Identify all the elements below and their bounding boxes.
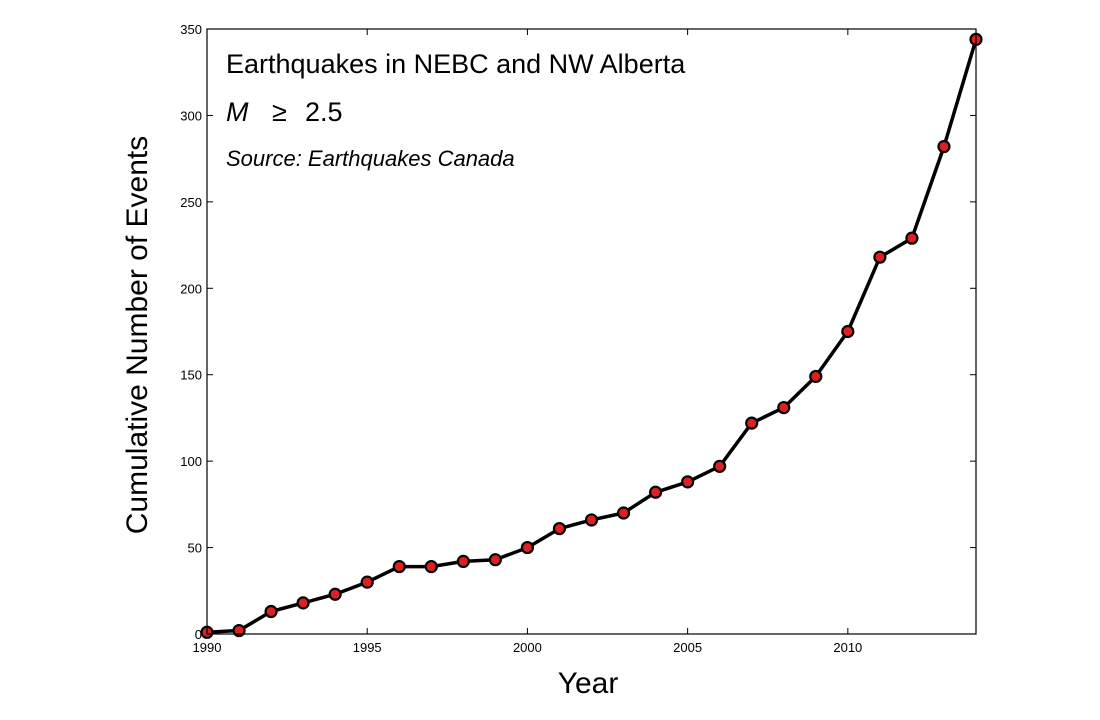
annotation-magnitude-symbol: M [226,97,249,127]
data-point-1999 [488,553,502,567]
x-tick-label: 1995 [353,640,382,655]
data-point-1991 [232,623,246,638]
data-point-1997 [424,559,438,574]
data-point-2009 [809,369,823,384]
data-point-2002 [584,513,599,527]
y-tick-label: 150 [180,368,202,383]
data-point-2008 [777,400,791,415]
data-point-1994 [328,587,342,601]
data-point-2001 [552,521,567,536]
y-tick-label: 50 [188,541,202,556]
annotation-source: Source: Earthquakes Canada [226,146,515,171]
data-point-2000 [520,540,535,555]
x-tick-label: 2000 [513,640,542,655]
y-tick-label: 300 [180,108,202,123]
annotation-box: Earthquakes in NEBC and NW Alberta M ≥ 2… [226,49,686,171]
data-point-2012 [905,231,919,245]
annotation-magnitude-value: 2.5 [305,97,343,127]
plot-frame [206,28,977,635]
data-point-2010 [841,324,855,339]
x-tick-label: 2010 [833,640,862,655]
data-point-1996 [392,559,406,574]
data-point-2011 [873,250,887,264]
data-point-1995 [360,575,374,589]
y-tick-label: 250 [180,195,202,210]
series-line [206,38,978,635]
data-point-1998 [456,554,470,569]
data-point-2006 [713,459,727,473]
data-point-1992 [264,604,278,619]
annotation-magnitude-relation: ≥ [272,97,287,127]
y-tick-label: 200 [180,281,202,296]
annotation-title: Earthquakes in NEBC and NW Alberta [226,49,686,79]
y-axis-title: Cumulative Number of Events [121,136,154,535]
y-tick-label: 0 [195,627,202,642]
y-tick-label: 350 [180,22,202,37]
data-point-2003 [616,506,631,520]
data-point-2005 [681,475,695,489]
data-markers [200,32,983,639]
data-point-2013 [937,139,951,154]
x-tick-label: 2005 [673,640,702,655]
axis-ticks: 1990 1995 2000 2005 2010 0 50 100 150 200 250 300 35… [180,22,976,655]
data-point-2007 [745,416,759,430]
data-point-2004 [648,485,663,499]
x-tick-label: 1990 [193,640,222,655]
data-point-1993 [296,596,310,610]
x-axis-title: Year [558,667,619,700]
y-tick-label: 100 [180,454,202,469]
